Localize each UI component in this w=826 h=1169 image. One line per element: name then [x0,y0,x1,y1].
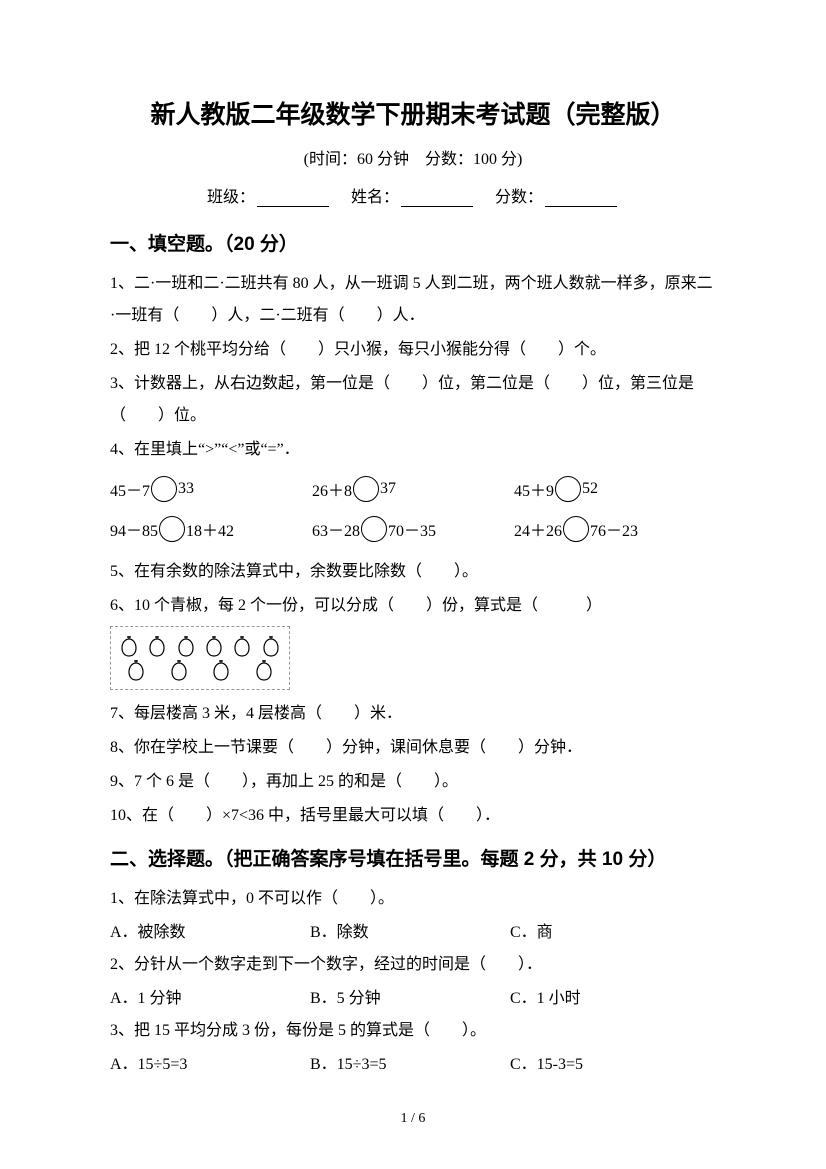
compare-circle[interactable] [353,476,379,502]
cmp-2b: 63－28 70－35 [312,516,514,542]
name-blank[interactable] [401,189,473,207]
q1-3: 3、计数器上，从右边数起，第一位是（ ）位，第二位是（ ）位，第三位是（ ）位。 [110,368,716,432]
compare-row-1: 45－7 33 26＋8 37 45＋9 52 [110,476,716,502]
score-label: 分数： [495,189,543,206]
cmp-2c-left: 24＋26 [514,517,562,541]
cmp-2c: 24＋26 76－23 [514,516,716,542]
q2-2-c: C．1 小时 [510,983,716,1015]
compare-circle[interactable] [159,516,185,542]
cmp-2b-left: 63－28 [312,517,360,541]
q2-3-stem: 3、把 15 平均分成 3 份，每份是 5 的算式是（ ）。 [110,1015,716,1047]
pepper-icon [258,634,284,658]
cmp-1b: 26＋8 37 [312,476,514,502]
compare-circle[interactable] [361,516,387,542]
q2-1-stem: 1、在除法算式中，0 不可以作（ ）。 [110,883,716,915]
q2-1-a: A．被除数 [110,917,310,949]
pepper-icon [123,658,149,682]
cmp-2a: 94－85 18＋42 [110,516,312,542]
page-number: 1 / 6 [0,1111,826,1127]
cmp-1a-right: 33 [178,480,194,498]
cmp-1b-left: 26＋8 [312,477,352,501]
compare-row-2: 94－85 18＋42 63－28 70－35 24＋26 76－23 [110,516,716,542]
pepper-icon [201,634,227,658]
pepper-icon [251,658,277,682]
q2-2-stem: 2、分针从一个数字走到下一个数字，经过的时间是（ ）． [110,949,716,981]
exam-meta: (时间：60 分钟 分数：100 分) [110,145,716,169]
q1-9: 9、7 个 6 是（ ），再加上 25 的和是（ ）。 [110,766,716,798]
cmp-1a-left: 45－7 [110,477,150,501]
pepper-icon [229,634,255,658]
cmp-2b-right: 70－35 [388,517,436,541]
cmp-1c: 45＋9 52 [514,476,716,502]
q1-2: 2、把 12 个桃平均分给（ ）只小猴，每只小猴能分得（ ）个。 [110,334,716,366]
pepper-icon [208,658,234,682]
q1-1: 1、二·一班和二·二班共有 80 人，从一班调 5 人到二班，两个班人数就一样多… [110,268,716,332]
name-label: 姓名： [351,189,399,206]
class-blank[interactable] [257,189,329,207]
cmp-1b-right: 37 [380,480,396,498]
pepper-icon [144,634,170,658]
cmp-2a-right: 18＋42 [186,517,234,541]
cmp-1c-right: 52 [582,480,598,498]
q1-4: 4、在里填上“>”“<”或“=”． [110,434,716,466]
compare-circle[interactable] [151,476,177,502]
cmp-1c-left: 45＋9 [514,477,554,501]
q2-1-choices: A．被除数 B．除数 C．商 [110,917,716,949]
q2-3-b: B．15÷3=5 [310,1049,510,1081]
cmp-2c-right: 76－23 [590,517,638,541]
pepper-icon [116,634,142,658]
score-blank[interactable] [545,189,617,207]
q2-3-a: A．15÷5=3 [110,1049,310,1081]
compare-circle[interactable] [555,476,581,502]
q2-3-c: C．15-3=5 [510,1049,716,1081]
pepper-icon [173,634,199,658]
section2-heading: 二、选择题。（把正确答案序号填在括号里。每题 2 分，共 10 分） [110,844,716,871]
compare-circle[interactable] [563,516,589,542]
q2-2-a: A．1 分钟 [110,983,310,1015]
class-label: 班级： [207,189,255,206]
cmp-1a: 45－7 33 [110,476,312,502]
q1-6: 6、10 个青椒，每 2 个一份，可以分成（ ）份，算式是（ ） [110,590,716,622]
cmp-2a-left: 94－85 [110,517,158,541]
q2-3-choices: A．15÷5=3 B．15÷3=5 C．15-3=5 [110,1049,716,1081]
student-info-row: 班级： 姓名： 分数： [110,183,716,207]
q2-2-choices: A．1 分钟 B．5 分钟 C．1 小时 [110,983,716,1015]
pepper-icon [166,658,192,682]
q1-8: 8、你在学校上一节课要（ ）分钟，课间休息要（ ）分钟． [110,732,716,764]
q1-10: 10、在（ ）×7<36 中，括号里最大可以填（ ）． [110,800,716,832]
section1-heading: 一、填空题。（20 分） [110,229,716,256]
q2-1-c: C．商 [510,917,716,949]
q1-7: 7、每层楼高 3 米，4 层楼高（ ）米． [110,698,716,730]
page-title: 新人教版二年级数学下册期末考试题（完整版） [110,95,716,131]
q1-5: 5、在有余数的除法算式中，余数要比除数（ ）。 [110,556,716,588]
q2-1-b: B．除数 [310,917,510,949]
q2-2-b: B．5 分钟 [310,983,510,1015]
pepper-illustration [110,626,290,690]
